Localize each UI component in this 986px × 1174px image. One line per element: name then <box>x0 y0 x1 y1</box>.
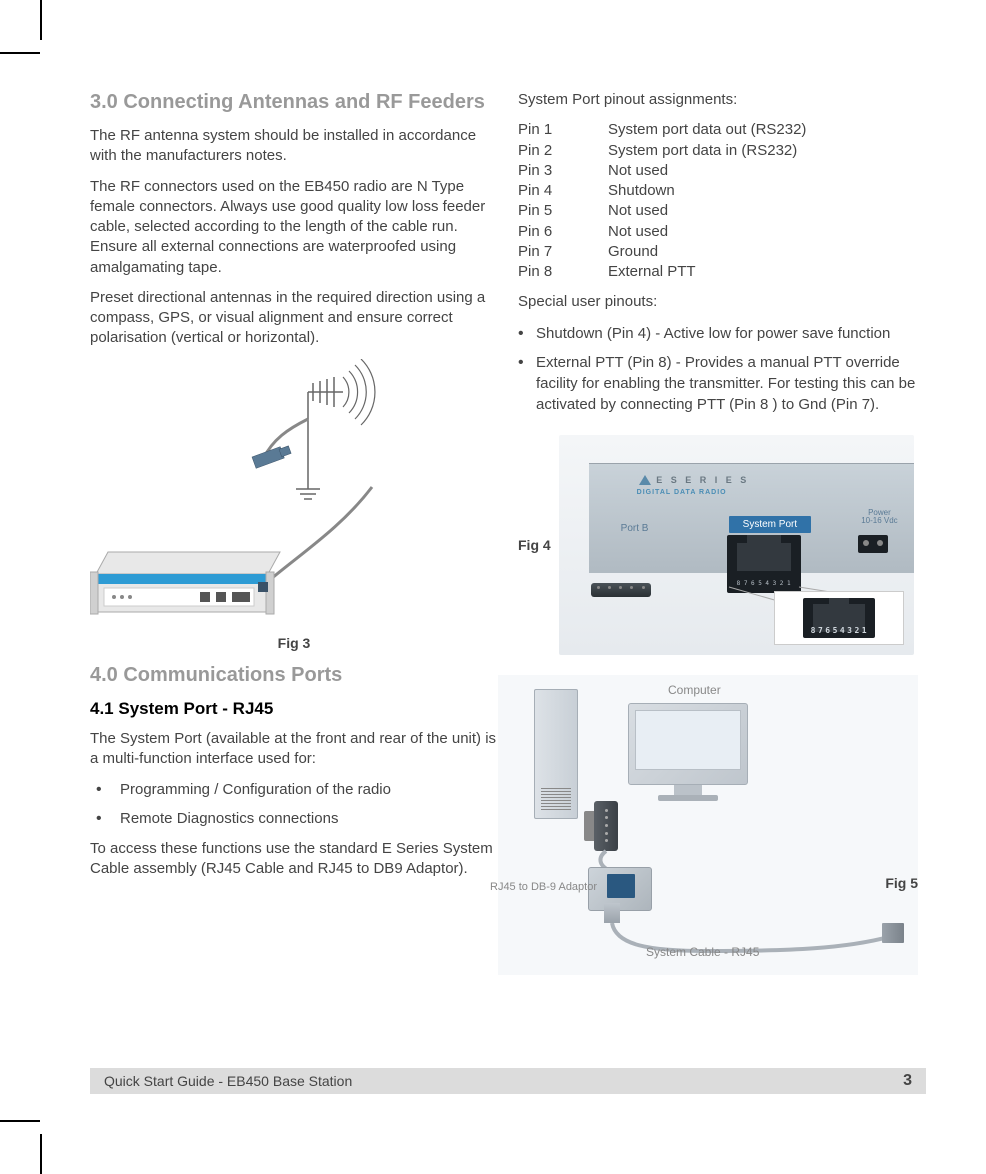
section-3-heading: 3.0 Connecting Antennas and RF Feeders <box>90 90 498 114</box>
base-station-unit <box>90 544 290 619</box>
pin-desc: Ground <box>608 242 926 262</box>
pin-label: Pin 7 <box>518 242 608 262</box>
bullet-diagnostics: Remote Diagnostics connections <box>90 808 498 829</box>
pin-desc: Not used <box>608 161 926 181</box>
pinout-table: Pin 1System port data out (RS232) Pin 2S… <box>518 120 926 282</box>
figure-3 <box>90 359 498 629</box>
pin-desc: Shutdown <box>608 181 926 201</box>
figure-5: Computer RJ45 to D <box>498 675 918 975</box>
footer-title: Quick Start Guide - EB450 Base Station <box>104 1073 903 1089</box>
special-pinouts-intro: Special user pinouts: <box>518 292 926 312</box>
pin-desc: System port data in (RS232) <box>608 141 926 161</box>
section-4-para2: To access these functions use the standa… <box>90 839 498 880</box>
crop-mark <box>0 1120 40 1122</box>
section-3-para2: The RF connectors used on the EB450 radi… <box>90 177 498 278</box>
crop-mark <box>40 1134 42 1174</box>
section-3-para1: The RF antenna system should be installe… <box>90 126 498 167</box>
pin-desc: System port data out (RS232) <box>608 120 926 140</box>
pin-label: Pin 2 <box>518 141 608 161</box>
figure-3-caption: Fig 3 <box>90 635 498 651</box>
pin-label: Pin 1 <box>518 120 608 140</box>
pin-label: Pin 4 <box>518 181 608 201</box>
pinout-intro: System Port pinout assignments: <box>518 90 926 110</box>
special-ptt: External PTT (Pin 8) - Provides a manual… <box>518 352 926 415</box>
section-4-para1: The System Port (available at the front … <box>90 729 498 770</box>
pin-label: Pin 3 <box>518 161 608 181</box>
pin-label: Pin 5 <box>518 201 608 221</box>
figure-5-label: Fig 5 <box>885 875 918 891</box>
figure-5-wrap: Computer RJ45 to D <box>518 675 926 975</box>
pin-desc: Not used <box>608 201 926 221</box>
crop-mark <box>40 0 42 40</box>
figure-4-label: Fig 4 <box>518 537 551 553</box>
pin-desc: External PTT <box>608 262 926 282</box>
rj45-zoom-inset: 8 7 6 5 4 3 2 1 <box>774 591 904 645</box>
special-shutdown: Shutdown (Pin 4) - Active low for power … <box>518 323 926 344</box>
pin-label: Pin 8 <box>518 262 608 282</box>
section-4-heading: 4.0 Communications Ports <box>90 663 498 687</box>
bullet-programming: Programming / Configuration of the radio <box>90 779 498 800</box>
rj45-plug <box>604 903 620 923</box>
footer-page-number: 3 <box>903 1072 912 1090</box>
section-3-para3: Preset directional antennas in the requi… <box>90 288 498 349</box>
crop-mark <box>0 52 40 54</box>
system-cable-label: System Cable - RJ45 <box>646 945 759 959</box>
cable-path <box>498 675 918 975</box>
adaptor-label: RJ45 to DB-9 Adaptor <box>490 881 597 893</box>
page-footer: Quick Start Guide - EB450 Base Station 3 <box>90 1068 926 1094</box>
section-4-1-heading: 4.1 System Port - RJ45 <box>90 699 498 719</box>
figure-4: E S E R I E S DIGITAL DATA RADIO Port B … <box>559 435 914 655</box>
pin-label: Pin 6 <box>518 222 608 242</box>
pin-desc: Not used <box>608 222 926 242</box>
special-pinouts-list: Shutdown (Pin 4) - Active low for power … <box>518 323 926 415</box>
rj45-db9-adaptor <box>588 867 652 911</box>
cable-end-plug <box>882 923 904 943</box>
section-4-bullets: Programming / Configuration of the radio… <box>90 779 498 829</box>
